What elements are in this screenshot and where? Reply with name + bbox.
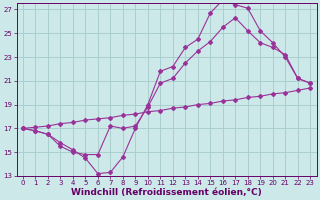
X-axis label: Windchill (Refroidissement éolien,°C): Windchill (Refroidissement éolien,°C) (71, 188, 262, 197)
